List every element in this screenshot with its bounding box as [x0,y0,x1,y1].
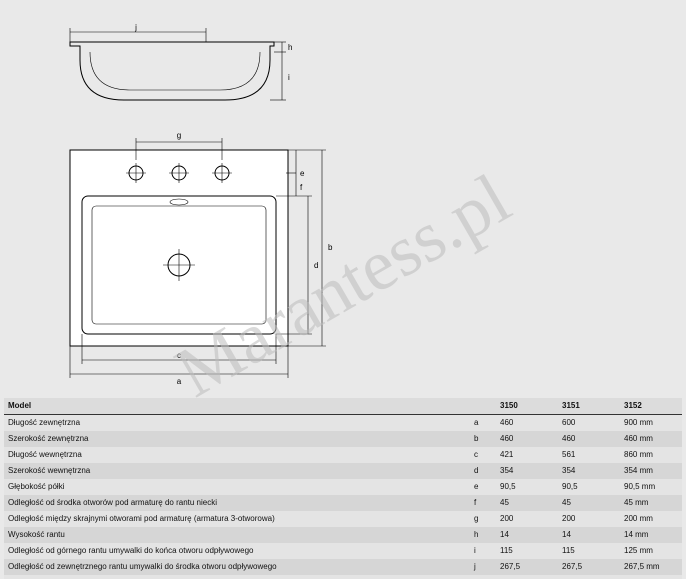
technical-drawing: j h i [0,0,686,400]
spec-letter: g [470,511,496,527]
spec-val-3151: 460 [558,431,620,447]
dim-label-b: b [328,243,333,252]
spec-label: Głębokość półki [4,479,470,495]
spec-letter: j [470,559,496,575]
spec-table: Model 3150 3151 3152 Długość zewnętrznaa… [4,398,682,579]
spec-val-3151: 267,5 [558,559,620,575]
spec-val-3152: 354 mm [620,463,682,479]
spec-label: Odległość od zewnętrznego rantu umywalki… [4,559,470,575]
spec-label: Długość zewnętrzna [4,415,470,432]
spec-val-3150: 421 [496,447,558,463]
spec-val-3150: 14 [496,527,558,543]
spec-letter: c [470,447,496,463]
spec-label: Odległość między skrajnymi otworami pod … [4,511,470,527]
spec-label: Odległość od górnego rantu umywalki do k… [4,543,470,559]
spec-letter: e [470,479,496,495]
spec-val-3150: 460 [496,415,558,432]
spec-val-3150: 45 [496,495,558,511]
spec-val-3151: 354 [558,463,620,479]
table-row: Waga poemaliowanej umywalki w kg 5,56,79,… [4,575,682,579]
spec-label: Szerokość wewnętrzna [4,463,470,479]
spec-val-3152: 9,8 [620,575,682,579]
spec-val-3151: 200 [558,511,620,527]
dim-label-g: g [177,131,181,140]
spec-letter: b [470,431,496,447]
col-model: Model [4,398,470,415]
table-row: Odległość od górnego rantu umywalki do k… [4,543,682,559]
dim-label-f: f [300,183,303,192]
spec-val-3152: 200 mm [620,511,682,527]
spec-val-3152: 460 mm [620,431,682,447]
spec-val-3150: 460 [496,431,558,447]
dim-label-h: h [288,43,292,52]
table-row: Wysokość rantuh141414 mm [4,527,682,543]
spec-label: Wysokość rantu [4,527,470,543]
spec-val-3150: 115 [496,543,558,559]
spec-val-3152: 125 mm [620,543,682,559]
spec-val-3151: 14 [558,527,620,543]
spec-letter: a [470,415,496,432]
dim-label-j: j [134,23,137,32]
spec-val-3151: 600 [558,415,620,432]
spec-val-3151: 90,5 [558,479,620,495]
spec-val-3152: 90,5 mm [620,479,682,495]
col-3150: 3150 [496,398,558,415]
col-3152: 3152 [620,398,682,415]
spec-val-3150: 5,5 [496,575,558,579]
table-row: Głębokość półkie90,590,590,5 mm [4,479,682,495]
table-header-row: Model 3150 3151 3152 [4,398,682,415]
spec-letter: f [470,495,496,511]
dim-label-d: d [314,261,318,270]
spec-val-3152: 267,5 mm [620,559,682,575]
spec-val-3151: 45 [558,495,620,511]
table-row: Odległość między skrajnymi otworami pod … [4,511,682,527]
spec-val-3150: 200 [496,511,558,527]
table-row: Szerokość wewnętrznad354354354 mm [4,463,682,479]
table-row: Szerokość zewnętrznab460460460 mm [4,431,682,447]
spec-letter [470,575,496,579]
dim-label-i: i [288,73,290,82]
spec-val-3151: 561 [558,447,620,463]
spec-label: Waga poemaliowanej umywalki w kg [4,575,470,579]
dim-label-e: e [300,169,305,178]
table-row: Długość wewnętrznac421561860 mm [4,447,682,463]
spec-letter: d [470,463,496,479]
spec-val-3150: 354 [496,463,558,479]
table-row: Długość zewnętrznaa460600900 mm [4,415,682,432]
spec-val-3151: 6,7 [558,575,620,579]
spec-val-3152: 45 mm [620,495,682,511]
dim-label-a: a [177,377,182,386]
col-3151: 3151 [558,398,620,415]
table-row: Odległość od środka otworów pod armaturę… [4,495,682,511]
spec-val-3150: 267,5 [496,559,558,575]
spec-label: Długość wewnętrzna [4,447,470,463]
spec-label: Odległość od środka otworów pod armaturę… [4,495,470,511]
dim-label-c: c [177,351,181,360]
spec-val-3152: 900 mm [620,415,682,432]
spec-label: Szerokość zewnętrzna [4,431,470,447]
table-row: Odległość od zewnętrznego rantu umywalki… [4,559,682,575]
spec-val-3152: 860 mm [620,447,682,463]
spec-val-3152: 14 mm [620,527,682,543]
spec-val-3151: 115 [558,543,620,559]
spec-val-3150: 90,5 [496,479,558,495]
spec-letter: h [470,527,496,543]
spec-letter: i [470,543,496,559]
